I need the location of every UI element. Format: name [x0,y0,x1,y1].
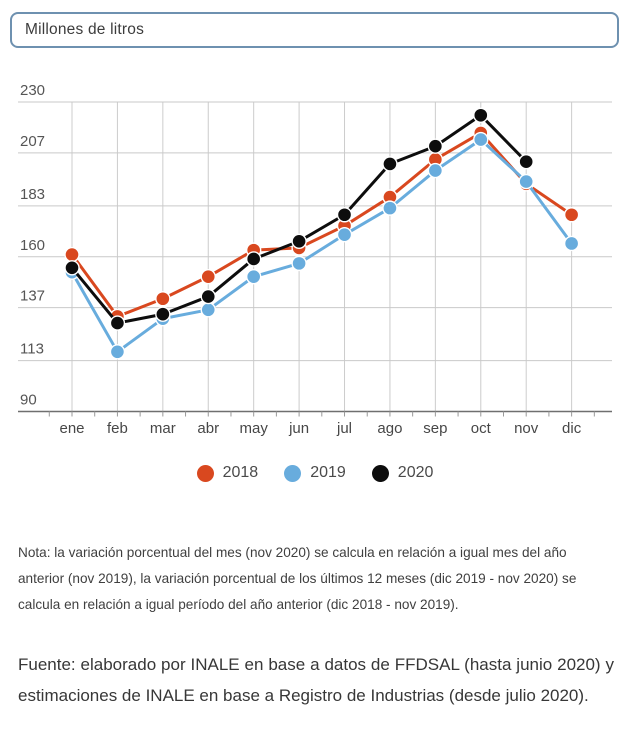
x-tick-label: may [240,420,269,437]
data-point-2020 [473,107,489,123]
data-point-2020 [427,138,444,154]
data-point-2018 [155,291,171,307]
data-point-2019 [336,226,353,243]
data-point-2019 [291,255,307,272]
legend-item-2020: 2020 [371,464,434,482]
legend-label: 2019 [310,464,346,481]
x-tick-label: nov [514,420,539,437]
y-tick-label: 230 [20,82,45,99]
unit-selector-chip[interactable]: Millones de litros [10,12,619,48]
legend-item-2018: 2018 [196,464,259,482]
y-tick-label: 207 [20,133,45,150]
data-point-2020 [518,153,534,170]
data-point-2020 [245,251,262,267]
x-tick-label: sep [423,420,447,437]
legend-item-2019: 2019 [284,464,346,482]
data-point-2018 [200,268,216,285]
data-point-2020 [382,156,398,172]
legend-dot-2018 [196,464,214,482]
data-point-2020 [200,288,216,305]
legend-label: 2020 [397,464,434,481]
data-point-2019 [200,302,216,318]
data-point-2019 [518,173,534,190]
x-tick-label: mar [150,420,176,437]
data-point-2020 [109,315,126,331]
x-tick-label: dic [562,420,582,437]
series-line-2019 [70,138,573,354]
legend-label: 2018 [222,464,259,481]
y-tick-label: 137 [20,288,45,305]
source-text: Fuente: elaborado por INALE en base a da… [18,655,614,705]
y-tick-label: 160 [20,237,45,254]
chart-legend: 2018 2019 2020 [0,460,630,486]
x-tick-label: ene [59,420,84,437]
y-tick-label: 90 [20,392,37,409]
legend-dot-2019 [284,464,302,482]
line-chart: 90 113 137 160 183 207 230 ene feb mar abr may jun ju… [0,50,630,450]
data-point-2019 [382,200,398,216]
y-tick-label: 113 [20,341,44,358]
data-point-2020 [64,260,80,276]
unit-label: Millones de litros [25,21,145,38]
x-tick-label: ago [377,420,402,437]
data-point-2020 [336,207,353,223]
data-point-2019 [109,344,126,360]
data-point-2018 [64,246,80,263]
x-tick-label: abr [197,420,219,437]
data-point-2020 [291,233,307,249]
note-text: Nota: la variación porcentual del mes (n… [18,544,577,612]
data-point-2020 [155,306,171,322]
x-tick-label: jun [288,420,309,437]
data-point-2019 [563,235,580,252]
y-tick-label: 183 [20,186,45,203]
x-tick-label: jul [336,420,352,437]
data-point-2019 [245,268,262,285]
chart-svg: 90 113 137 160 183 207 230 ene feb mar abr may jun ju… [18,82,612,437]
data-point-2018 [563,207,580,223]
legend-dot-2020 [371,464,389,482]
series-line-2018 [70,131,573,318]
x-tick-label: feb [107,420,128,437]
x-tick-label: oct [471,420,492,437]
data-point-2019 [473,131,489,148]
data-point-2019 [427,162,444,179]
